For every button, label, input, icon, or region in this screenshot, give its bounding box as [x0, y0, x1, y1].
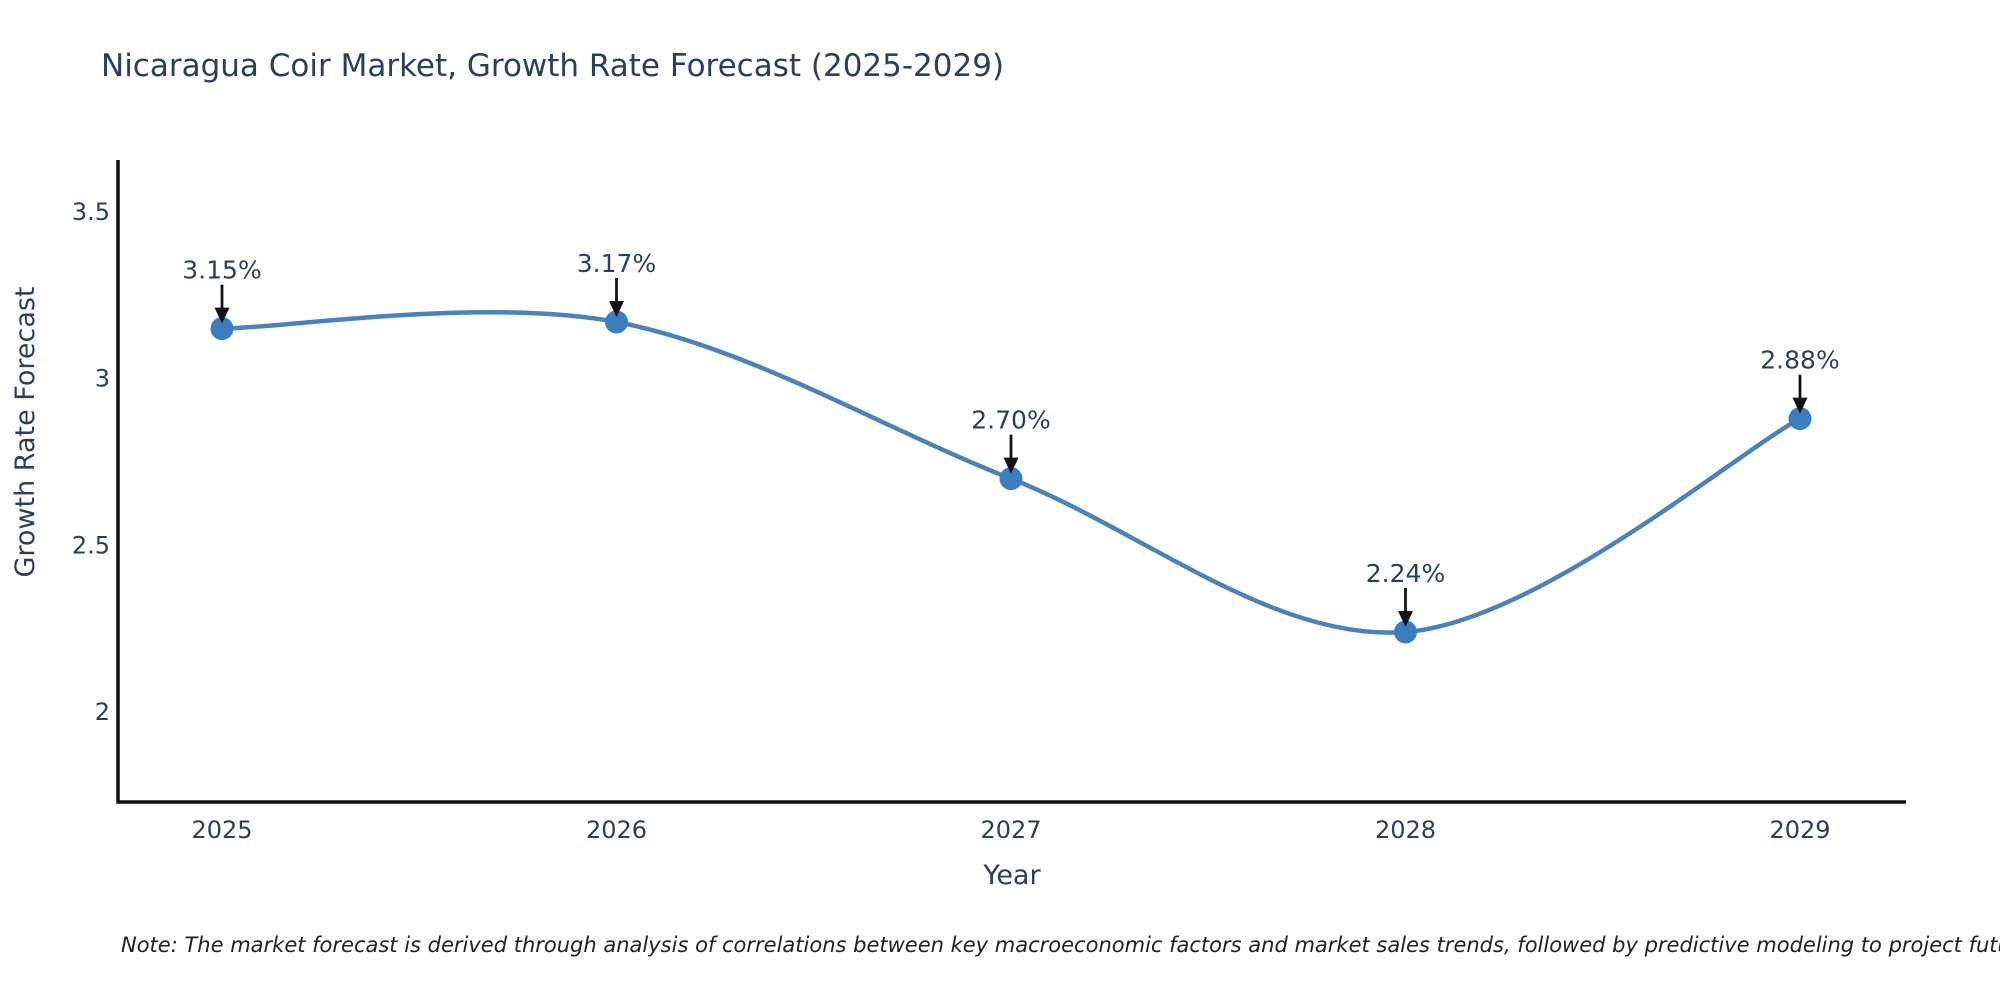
x-tick-label: 2027 — [980, 816, 1041, 844]
data-point-marker — [1788, 407, 1812, 431]
chart-title: Nicaragua Coir Market, Growth Rate Forec… — [101, 48, 1005, 84]
footnote: Note: The market forecast is derived thr… — [121, 933, 2000, 957]
y-tick-label: 3 — [95, 365, 110, 393]
x-tick-label: 2029 — [1769, 816, 1830, 844]
y-axis-title: Growth Rate Forecast — [10, 286, 41, 577]
data-point-marker — [605, 310, 628, 334]
annotation-arrow-head — [1398, 611, 1413, 627]
data-point-label: 2.88% — [1760, 346, 1839, 375]
data-point-marker — [1394, 620, 1417, 644]
data-point-label: 3.15% — [182, 256, 261, 285]
data-point-marker — [999, 467, 1023, 491]
data-point-label: 2.24% — [1366, 559, 1445, 588]
data-point-label: 3.17% — [577, 249, 656, 278]
x-tick-label: 2028 — [1375, 816, 1436, 844]
y-tick-label: 3.5 — [72, 198, 110, 226]
annotation-arrow-head — [609, 301, 624, 317]
y-tick-label: 2 — [95, 698, 110, 726]
x-axis-title: Year — [982, 860, 1041, 891]
data-point-label: 2.70% — [971, 406, 1050, 435]
annotation-arrow-head — [1792, 397, 1808, 414]
annotation-arrow-head — [1003, 457, 1019, 474]
y-tick-label: 2.5 — [72, 531, 110, 559]
annotation-arrow-head — [214, 307, 230, 324]
axis-lines — [116, 160, 1906, 804]
x-tick-label: 2026 — [586, 816, 647, 844]
data-point-marker — [210, 317, 234, 341]
x-tick-label: 2025 — [191, 816, 252, 844]
